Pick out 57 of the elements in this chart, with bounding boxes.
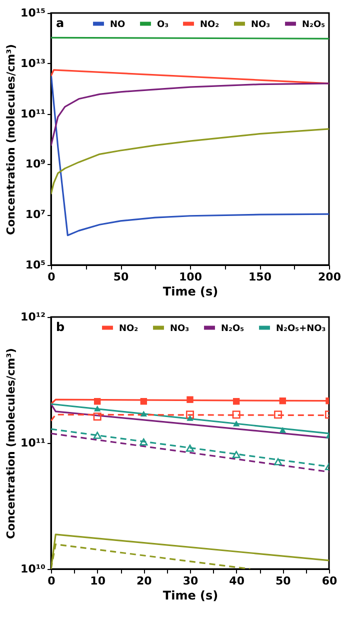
- legend-label: N₂O₅: [302, 20, 326, 30]
- x-tick-label: 50: [276, 574, 292, 588]
- point: [93, 412, 102, 421]
- legend-label: NO: [110, 20, 126, 30]
- point: [279, 398, 286, 404]
- annotation: a: [56, 16, 64, 30]
- annotation: b: [56, 320, 65, 334]
- point: [232, 420, 240, 426]
- x-axis-title: Time (s): [162, 284, 218, 298]
- legend-label: NO₃: [251, 20, 270, 30]
- x-tick-label: 20: [136, 574, 152, 588]
- x-tick-label: 150: [248, 270, 272, 284]
- point: [186, 444, 194, 452]
- point: [232, 410, 240, 419]
- y-tick-label: 10¹³: [20, 56, 46, 70]
- x-tick-label: 60: [322, 574, 338, 588]
- line-series: [51, 82, 329, 147]
- y-tick-label: 10⁷: [25, 208, 46, 222]
- point: [93, 432, 102, 439]
- y-axis-title: Concentration (molecules/cm³): [4, 348, 18, 539]
- x-tick-label: 30: [182, 574, 198, 588]
- x-tick-label: 200: [318, 270, 342, 284]
- legend-label: N₂O₅+NO₃: [276, 324, 326, 334]
- x-tick-label: 50: [113, 270, 129, 284]
- point: [186, 396, 194, 403]
- legend-label: N₂O₅: [221, 324, 244, 334]
- point: [186, 415, 194, 421]
- point: [140, 398, 148, 405]
- point: [274, 458, 282, 466]
- x-tick-label: 0: [48, 270, 56, 284]
- y-tick-label: 10⁵: [25, 258, 46, 272]
- point: [94, 398, 101, 405]
- x-tick-label: 0: [48, 574, 56, 588]
- legend-label: NO₂: [119, 324, 138, 334]
- y-tick-label: 10¹⁰: [20, 562, 46, 576]
- point: [140, 438, 148, 446]
- legend-label: NO₃: [170, 324, 190, 334]
- point: [279, 427, 286, 433]
- legend-label: NO₂: [200, 20, 220, 30]
- x-tick-label: 40: [229, 574, 245, 588]
- point: [186, 410, 194, 419]
- x-tick-label: 100: [179, 270, 202, 284]
- point: [94, 406, 101, 412]
- point: [140, 410, 148, 417]
- point: [274, 410, 282, 419]
- point: [232, 450, 240, 458]
- legend-label: O₃: [157, 20, 169, 30]
- y-tick-label: 10¹²: [20, 310, 46, 324]
- y-tick-label: 10¹¹: [20, 436, 46, 450]
- y-tick-label: 10¹¹: [20, 107, 46, 120]
- x-tick-label: 10: [90, 574, 106, 588]
- point: [232, 398, 240, 405]
- y-tick-label: 10⁹: [25, 158, 46, 171]
- y-axis-title: Concentration (molecules/cm³): [4, 44, 18, 235]
- line-series: [51, 128, 329, 195]
- y-tick-label: 10¹⁵: [20, 6, 46, 20]
- x-axis-title: Time (s): [162, 588, 218, 602]
